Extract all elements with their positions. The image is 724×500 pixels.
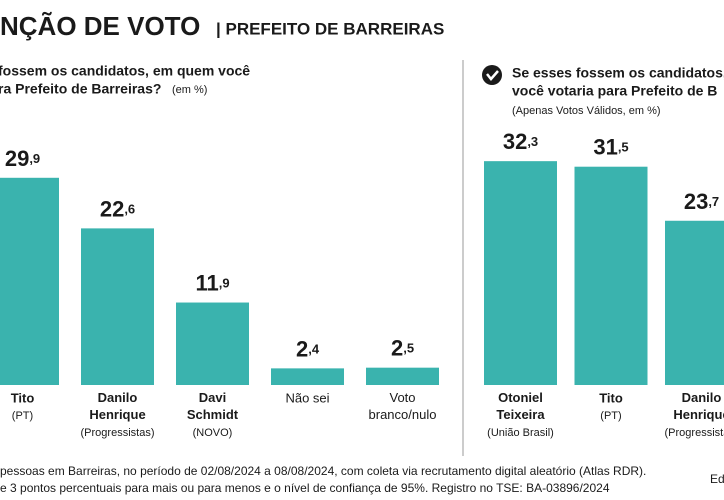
bar — [366, 367, 439, 385]
bar — [484, 161, 557, 385]
party-label: (PT) — [12, 410, 33, 422]
value-label: 11,9 — [195, 270, 229, 295]
bar — [271, 368, 344, 385]
subtitle: | PREFEITO DE BARREIRAS — [216, 19, 444, 38]
value-label: 31,5 — [593, 135, 628, 160]
bar — [665, 220, 724, 385]
category-label: Tito — [599, 390, 623, 405]
bar — [81, 228, 154, 385]
party-label: (Progressistas) — [81, 427, 155, 439]
question: ra Prefeito de Barreiras? — [0, 81, 161, 97]
party-label: (Progressistas) — [665, 427, 724, 439]
bar — [0, 177, 59, 385]
value-label: 2,4 — [296, 336, 320, 361]
footer-line: e 3 pontos percentuais para mais ou para… — [0, 481, 610, 495]
value-label: 2,5 — [391, 335, 414, 360]
party-label: (União Brasil) — [487, 427, 554, 439]
question: fossem os candidatos, em quem você — [0, 63, 250, 79]
bar — [176, 302, 249, 385]
category-label: Davi Schmidt — [187, 390, 239, 422]
category-label: Voto branco/nulo — [369, 390, 437, 422]
value-label: 29,9 — [5, 146, 40, 171]
category-label: Otoniel Teixeira — [496, 390, 545, 422]
party-label: (NOVO) — [193, 427, 233, 439]
bar — [574, 166, 648, 385]
credit: Ed — [710, 472, 724, 486]
party-label: (PT) — [600, 410, 621, 422]
check-icon — [482, 65, 502, 85]
footer-line: pessoas em Barreiras, no período de 02/0… — [0, 464, 646, 478]
note: (Apenas Votos Válidos, em %) — [512, 105, 661, 117]
note: (em %) — [172, 84, 207, 96]
title: NÇÃO DE VOTO — [0, 11, 200, 41]
question: você votaria para Prefeito de B — [512, 83, 717, 99]
category-label: Não sei — [285, 390, 329, 405]
question: Se esses fossem os candidatos, — [512, 65, 724, 81]
value-label: 22,6 — [100, 196, 135, 221]
value-label: 23,7 — [684, 189, 719, 214]
category-label: Tito — [11, 390, 35, 405]
value-label: 32,3 — [503, 129, 538, 154]
